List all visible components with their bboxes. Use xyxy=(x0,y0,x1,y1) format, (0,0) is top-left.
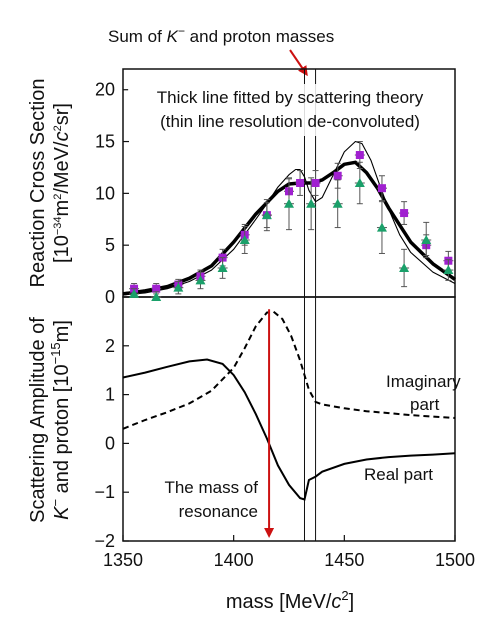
square-data-point xyxy=(400,209,409,218)
top-ytick-label: 15 xyxy=(95,132,115,152)
resonance-label-2: resonance xyxy=(179,502,258,521)
square-data-point xyxy=(333,171,342,180)
triangle-data-point xyxy=(151,292,162,301)
top-ylabel-line1: Reaction Cross Section xyxy=(27,79,49,288)
imaginary-part-label-2: part xyxy=(410,395,440,414)
bottom-ytick-label: −2 xyxy=(94,531,115,551)
triangle-data-point xyxy=(173,282,184,292)
imaginary-part-label-1: Imaginary xyxy=(386,372,461,391)
real-part-curve xyxy=(122,358,456,501)
bottom-ytick-label: −1 xyxy=(94,482,115,502)
bottom-ylabel-line1: Scattering Amplitude of xyxy=(27,317,49,523)
triangle-data-point xyxy=(217,262,228,272)
fit-note-line1: Thick line fitted by scattering theory xyxy=(157,88,424,107)
triangle-data-point xyxy=(399,262,410,272)
xtick-label: 1350 xyxy=(103,550,143,570)
axis-ticks: 0 5 10 15 20 −2 −1 0 1 2 1350 1400 1450 1500 xyxy=(94,80,475,570)
bottom-panel-frame xyxy=(122,296,456,542)
xaxis-label: mass [MeV/c2] xyxy=(226,588,354,613)
triangle-data-point xyxy=(284,198,294,208)
bottom-ylabel: Scattering Amplitude of K− and proton [1… xyxy=(27,317,73,523)
triangle-data-point xyxy=(261,210,272,220)
real-part-label: Real part xyxy=(364,465,433,484)
resonance-label-background xyxy=(140,474,264,524)
triangle-data-point xyxy=(354,178,365,187)
bottom-ytick-label: 0 xyxy=(105,433,115,453)
bottom-ytick-label: 1 xyxy=(105,385,115,405)
xtick-label: 1500 xyxy=(435,550,475,570)
top-ytick-label: 10 xyxy=(95,183,115,203)
top-ytick-label: 20 xyxy=(95,80,115,100)
triangle-data-point xyxy=(129,288,140,298)
square-data-point xyxy=(296,179,305,187)
triangle-data-point xyxy=(332,198,343,208)
resonance-label-1: The mass of xyxy=(164,478,258,497)
square-data-point xyxy=(311,179,320,187)
square-data-point xyxy=(355,151,364,160)
note-background xyxy=(128,84,450,136)
imaginary-part-curve xyxy=(122,310,456,430)
triangle-data-point xyxy=(195,275,206,285)
xtick-label: 1450 xyxy=(324,550,364,570)
xtick-label: 1400 xyxy=(214,550,254,570)
bottom-ylabel-line2: K− and proton [10−15m] xyxy=(48,320,73,520)
top-ytick-label: 0 xyxy=(105,287,115,307)
triangle-data-point xyxy=(443,265,454,275)
sum-masses-annotation: Sum of K− and proton masses xyxy=(108,24,334,46)
triangle-data-point xyxy=(306,198,317,208)
top-ylabel: Reaction Cross Section [10−34m2/MeV/c2sr… xyxy=(27,79,73,288)
triangle-data-point xyxy=(421,235,432,244)
fit-curve-thin xyxy=(122,140,456,296)
square-data-point xyxy=(152,284,161,293)
bottom-plot-area xyxy=(122,309,456,538)
square-data-point xyxy=(377,184,386,193)
triangle-data-point xyxy=(239,235,250,244)
fit-note-line2: (thin line resolution de-convoluted) xyxy=(160,112,420,131)
top-ytick-label: 5 xyxy=(105,235,115,255)
bottom-ytick-label: 2 xyxy=(105,336,115,356)
triangle-data-point xyxy=(376,222,387,232)
top-ylabel-line2: [10−34m2/MeV/c2sr] xyxy=(51,103,73,263)
top-plot-area xyxy=(122,69,457,541)
